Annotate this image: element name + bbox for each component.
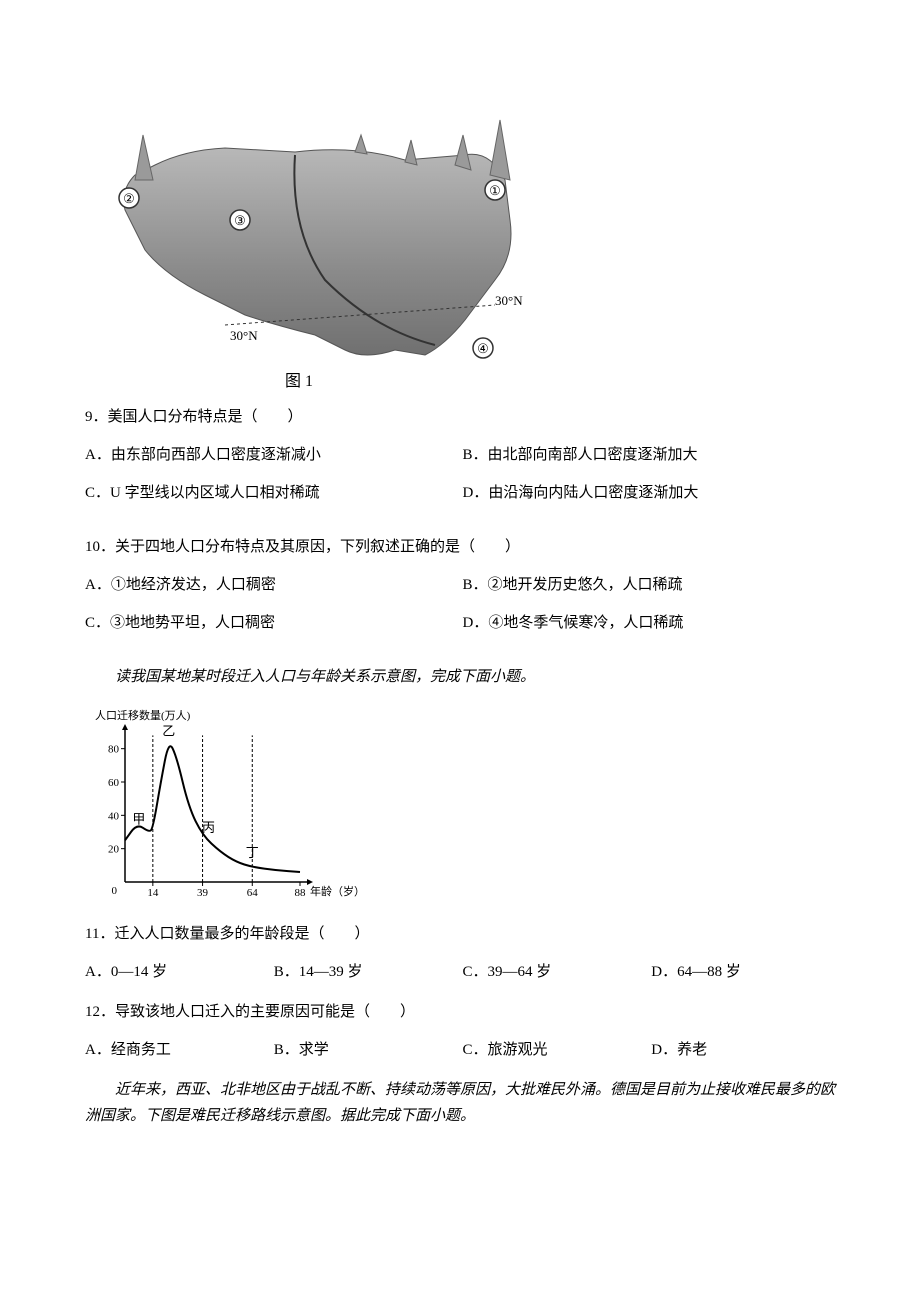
svg-text:80: 80 bbox=[108, 744, 120, 756]
svg-text:64: 64 bbox=[247, 887, 258, 899]
svg-text:乙: 乙 bbox=[162, 723, 175, 738]
q11-option-d: D．64—88 岁 bbox=[651, 960, 840, 984]
lat-left-label: 30°N bbox=[230, 328, 258, 343]
intro-text-1: 读我国某地某时段迁入人口与年龄关系示意图，完成下面小题。 bbox=[85, 665, 840, 689]
q9-option-d: D．由沿海向内陆人口密度逐渐加大 bbox=[463, 481, 841, 505]
q10-option-a: A．①地经济发达，人口稠密 bbox=[85, 573, 463, 597]
question-10: 10．关于四地人口分布特点及其原因，下列叙述正确的是（ ） A．①地经济发达，人… bbox=[85, 535, 840, 649]
marker-3: ③ bbox=[234, 213, 246, 228]
q12-stem: 12．导致该地人口迁入的主要原因可能是（ ） bbox=[85, 1000, 840, 1024]
q10-option-c: C．③地地势平坦，人口稠密 bbox=[85, 611, 463, 635]
svg-text:39: 39 bbox=[197, 887, 209, 899]
svg-text:丙: 丙 bbox=[202, 820, 215, 835]
q10-option-d: D．④地冬季气候寒冷，人口稀疏 bbox=[463, 611, 841, 635]
figure-1-caption: 图 1 bbox=[285, 369, 313, 395]
q10-stem: 10．关于四地人口分布特点及其原因，下列叙述正确的是（ ） bbox=[85, 535, 840, 559]
svg-text:60: 60 bbox=[108, 777, 120, 789]
svg-text:丁: 丁 bbox=[246, 845, 259, 860]
question-9: 9．美国人口分布特点是（ ） A．由东部向西部人口密度逐渐减小 B．由北部向南部… bbox=[85, 405, 840, 519]
q11-stem: 11．迁入人口数量最多的年龄段是（ ） bbox=[85, 922, 840, 946]
svg-text:40: 40 bbox=[108, 810, 120, 822]
q12-option-a: A．经商务工 bbox=[85, 1038, 274, 1062]
q12-option-c: C．旅游观光 bbox=[463, 1038, 652, 1062]
svg-text:甲: 甲 bbox=[132, 812, 145, 827]
svg-text:0: 0 bbox=[112, 885, 118, 897]
q9-stem: 9．美国人口分布特点是（ ） bbox=[85, 405, 840, 429]
migration-chart-svg: 人口迁移数量(万人) 0 20 40 60 80 14 39 64 88 甲 乙丙丁 年龄（岁） bbox=[85, 707, 365, 907]
question-11: 11．迁入人口数量最多的年龄段是（ ） A．0—14 岁 B．14—39 岁 C… bbox=[85, 922, 840, 984]
q9-option-c: C．U 字型线以内区域人口相对稀疏 bbox=[85, 481, 463, 505]
chart-x-label: 年龄（岁） bbox=[310, 884, 365, 898]
marker-2: ② bbox=[123, 191, 135, 206]
marker-1: ① bbox=[489, 183, 501, 198]
q9-option-a: A．由东部向西部人口密度逐渐减小 bbox=[85, 443, 463, 467]
marker-4: ④ bbox=[477, 341, 489, 356]
q11-option-a: A．0—14 岁 bbox=[85, 960, 274, 984]
lat-right-label: 30°N bbox=[495, 293, 523, 308]
chart-y-label: 人口迁移数量(万人) bbox=[95, 709, 191, 722]
intro-text-2: 近年来，西亚、北非地区由于战乱不断、持续动荡等原因，大批难民外涌。德国是目前为止… bbox=[85, 1078, 840, 1129]
figure-1-us-map: 30°N 30°N ① ② ③ ④ 图 1 bbox=[95, 80, 535, 390]
question-12: 12．导致该地人口迁入的主要原因可能是（ ） A．经商务工 B．求学 C．旅游观… bbox=[85, 1000, 840, 1062]
q9-option-b: B．由北部向南部人口密度逐渐加大 bbox=[463, 443, 841, 467]
q12-option-d: D．养老 bbox=[651, 1038, 840, 1062]
svg-text:88: 88 bbox=[295, 887, 307, 899]
q11-option-b: B．14—39 岁 bbox=[274, 960, 463, 984]
figure-2-chart: 人口迁移数量(万人) 0 20 40 60 80 14 39 64 88 甲 乙丙丁 年龄（岁） bbox=[85, 707, 365, 907]
svg-text:14: 14 bbox=[147, 887, 159, 899]
q11-option-c: C．39—64 岁 bbox=[463, 960, 652, 984]
svg-text:20: 20 bbox=[108, 844, 120, 856]
us-map-svg: 30°N 30°N ① ② ③ ④ bbox=[95, 80, 535, 390]
q10-option-b: B．②地开发历史悠久，人口稀疏 bbox=[463, 573, 841, 597]
q12-option-b: B．求学 bbox=[274, 1038, 463, 1062]
